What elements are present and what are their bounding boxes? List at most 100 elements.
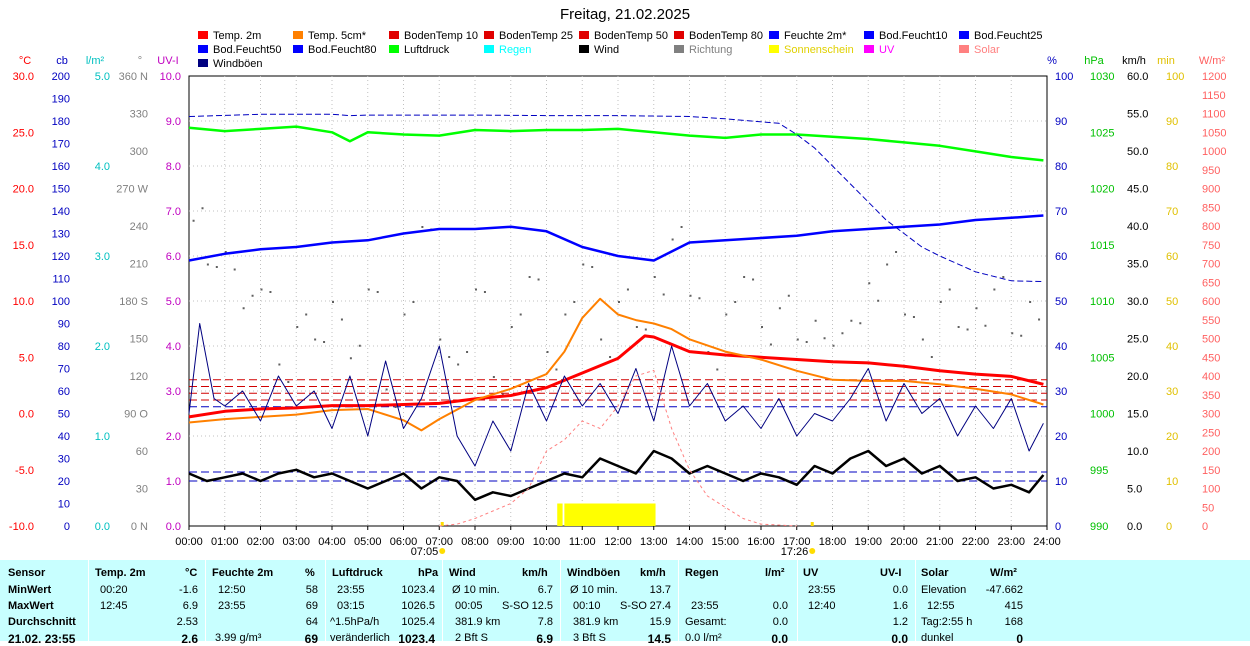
- chart-title: Freitag, 21.02.2025: [559, 6, 691, 23]
- hum-avg: 64: [305, 616, 318, 628]
- x-tick-label: 02:00: [247, 536, 275, 548]
- cb-axis-tick: 50: [58, 409, 70, 421]
- sun-axis-tick: 100: [1166, 71, 1184, 83]
- series-line: [188, 449, 1045, 502]
- wind-direction-point: [805, 341, 808, 343]
- wind-direction-point: [689, 294, 692, 297]
- wind-direction-point: [635, 326, 638, 328]
- uv-header: UV: [803, 567, 819, 579]
- uv-axis-tick: 8.0: [166, 161, 181, 173]
- wind-axis-tick: 25.0: [1127, 334, 1148, 346]
- legend-label: Bod.Feucht10: [879, 30, 948, 42]
- legend-swatch: [484, 45, 494, 53]
- wind-direction-point: [475, 288, 477, 291]
- row-label-sensor: Sensor: [8, 567, 46, 579]
- uv-axis-tick: 1.0: [166, 476, 181, 488]
- rain-axis-tick: 2.0: [95, 341, 110, 353]
- legend-item: Temp. 2m: [198, 30, 261, 42]
- legend-label: Wind: [594, 44, 620, 56]
- wind-axis-tick: 55.0: [1127, 109, 1148, 121]
- uv-axis-tick: 7.0: [166, 206, 181, 218]
- temp-min: -1.6: [179, 584, 198, 596]
- solar-axis-tick: 1100: [1202, 109, 1226, 121]
- x-tick-label: 24:00: [1033, 536, 1061, 548]
- hum-axis-tick: 20: [1055, 431, 1067, 443]
- legend-item: Sonnenschein: [769, 44, 854, 56]
- wind-direction-point: [743, 276, 746, 278]
- press-trend: ^1.5hPa/h: [330, 616, 380, 628]
- solar-header: Solar: [921, 567, 949, 579]
- wind-direction-point: [278, 363, 281, 366]
- x-tick-label: 12:00: [604, 536, 632, 548]
- wind-direction-point: [850, 319, 853, 322]
- wind-direction-point: [662, 293, 665, 296]
- solar-axis-tick: 500: [1202, 334, 1220, 346]
- wind-direction-point: [966, 328, 969, 331]
- wind-axis-tick: 20.0: [1127, 371, 1148, 383]
- cb-axis-tick: 110: [52, 274, 70, 286]
- sunrise-marker: [439, 548, 446, 554]
- wind-axis-tick: 30.0: [1127, 296, 1148, 308]
- hum-axis-tick: 60: [1055, 251, 1067, 263]
- temp-max: 6.9: [182, 600, 198, 612]
- series-line: [188, 297, 1044, 432]
- legend-swatch: [959, 31, 969, 39]
- legend-item: Temp. 5cm*: [293, 30, 366, 42]
- dir-axis-unit: °: [138, 55, 142, 67]
- rain-axis-tick: 3.0: [95, 251, 110, 263]
- wind-direction-point: [609, 356, 612, 358]
- wind-direction-point: [1029, 301, 1032, 303]
- legend-label: Richtung: [689, 44, 733, 56]
- cb-axis-tick: 30: [58, 454, 70, 466]
- legend-item: Bod.Feucht10: [864, 30, 948, 42]
- dir-axis-tick: 330: [130, 109, 148, 121]
- rain-total-label: Gesamt:: [685, 616, 727, 628]
- wind-direction-point: [332, 301, 334, 303]
- rain-axis-tick: 4.0: [95, 161, 110, 173]
- rain-header: Regen: [685, 567, 719, 579]
- wind-axis-unit: km/h: [1122, 55, 1146, 67]
- cb-axis-tick: 0: [64, 521, 70, 533]
- solar-axis-tick: 0: [1202, 521, 1208, 533]
- series-line: [439, 369, 797, 527]
- legend-swatch: [198, 45, 208, 53]
- legend-item: Bod.Feucht80: [293, 44, 377, 56]
- gust-avg10: 13.7: [649, 584, 671, 596]
- rain-current: 0.0: [771, 632, 788, 646]
- wind-direction-point: [412, 301, 415, 303]
- wind-direction-point: [823, 337, 826, 340]
- wind-avg: 7.8: [537, 616, 553, 628]
- temp-axis-tick: 5.0: [19, 352, 34, 364]
- wind-avg10: 6.7: [537, 584, 553, 596]
- uv-axis-tick: 4.0: [166, 341, 181, 353]
- solar-avg: 168: [1004, 616, 1023, 628]
- wind-direction-point: [591, 266, 594, 268]
- legend-label: Temp. 2m: [213, 30, 262, 42]
- dir-axis-tick: 30: [136, 484, 148, 496]
- uv-axis-tick: 10.0: [160, 71, 181, 83]
- wind-direction-point: [206, 263, 209, 266]
- sun-axis-tick: 10: [1166, 476, 1178, 488]
- wind-direction-point: [457, 363, 460, 366]
- wind-direction-point: [921, 338, 924, 341]
- solar-axis-tick: 1150: [1202, 90, 1226, 102]
- wind-direction-point: [618, 301, 620, 303]
- wind-direction-point: [653, 276, 656, 278]
- uv-current: 0.0: [891, 632, 908, 646]
- temp-axis-tick: 15.0: [13, 240, 34, 252]
- solar-unit: W/m²: [990, 567, 1017, 579]
- rain-axis-tick: 5.0: [95, 71, 110, 83]
- gust-max: 27.4: [649, 600, 671, 612]
- wind-direction-point: [573, 301, 576, 303]
- temp-axis-tick: -10.0: [9, 521, 34, 533]
- rain-time: 23:55: [691, 600, 719, 612]
- sun-axis-tick: 0: [1166, 521, 1172, 533]
- wind-axis-tick: 15.0: [1127, 409, 1148, 421]
- legend-item: BodenTemp 10: [389, 30, 478, 42]
- chart: 00:00 01:00 02:00 03:00 04:00 05:00 06:00 07:00…: [9, 55, 1227, 558]
- temp-axis-tick: 20.0: [13, 184, 34, 196]
- wind-direction-point: [269, 291, 272, 293]
- temp-current: 2.6: [181, 632, 198, 646]
- gust-unit: km/h: [640, 567, 666, 579]
- temp-axis-unit: °C: [19, 55, 31, 67]
